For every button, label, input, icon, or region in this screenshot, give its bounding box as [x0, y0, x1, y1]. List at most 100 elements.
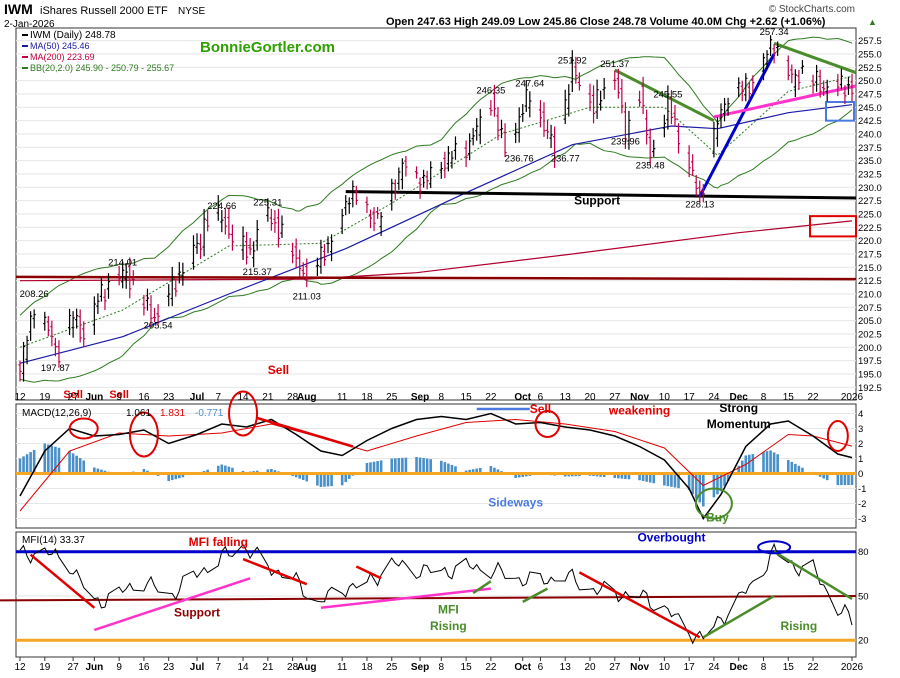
price-tick-label: 217.5 — [858, 250, 882, 261]
macd-histogram-bar — [373, 462, 376, 474]
price-tick-label: 227.5 — [858, 196, 882, 207]
price-annotation: Sell — [268, 363, 289, 377]
macd-histogram-bar — [68, 451, 71, 474]
macd-histogram-bar — [748, 455, 751, 474]
mfi-annotation: MFI — [438, 603, 459, 617]
price-x-tick-label: 19 — [39, 392, 51, 403]
macd-histogram-bar — [341, 474, 344, 486]
price-annotation: 205.54 — [144, 321, 173, 332]
price-annotation: 246.35 — [476, 85, 505, 96]
macd-histogram-bar — [22, 456, 25, 473]
mfi-annotation: Rising — [430, 619, 467, 633]
macd-histogram-bar — [58, 448, 61, 474]
macd-histogram-bar — [762, 452, 765, 474]
macd-histogram-bar — [787, 460, 790, 474]
macd-histogram-bar — [51, 446, 54, 474]
macd-histogram-bar — [426, 459, 429, 474]
price-x-tick-label: Oct — [514, 392, 531, 403]
price-tick-label: 240.0 — [858, 130, 882, 141]
price-annotation: 211.03 — [293, 291, 321, 302]
price-x-tick-label: Aug — [297, 392, 316, 403]
x-tick-label: Aug — [297, 662, 316, 673]
macd-tick-label: -1 — [858, 484, 866, 495]
macd-annotation: Sideways — [488, 496, 543, 510]
price-annotation: 247.64 — [515, 79, 544, 90]
x-tick-label: Sep — [411, 662, 429, 673]
x-tick-label: 12 — [14, 662, 26, 673]
x-tick-label: 13 — [560, 662, 572, 673]
x-tick-label: 22 — [807, 662, 819, 673]
macd-histogram-bar — [376, 461, 379, 473]
price-x-tick-label: Jul — [190, 392, 205, 403]
price-x-tick-label: 15 — [783, 392, 795, 403]
price-annotation: Support — [574, 193, 620, 207]
macd-tick-label: 2 — [858, 439, 863, 450]
macd-histogram-bar — [670, 474, 673, 487]
price-x-tick-label: 13 — [560, 392, 572, 403]
price-tick-label: 257.5 — [858, 36, 882, 47]
macd-histogram-bar — [791, 462, 794, 474]
watermark: BonnieGortler.com — [200, 39, 335, 56]
macd-histogram-bar — [776, 454, 779, 473]
mfi-annotation: MFI falling — [189, 535, 248, 549]
price-tick-label: 197.5 — [858, 356, 882, 367]
price-tick-label: 200.0 — [858, 343, 882, 354]
macd-histogram-value: -0.771 — [195, 408, 224, 419]
price-x-tick-label: 22 — [485, 392, 497, 403]
x-tick-label: 10 — [659, 662, 671, 673]
macd-signal-value: 1.831 — [160, 408, 185, 419]
macd-histogram-bar — [29, 452, 32, 473]
macd-histogram-bar — [369, 462, 372, 473]
macd-histogram-bar — [769, 451, 772, 474]
macd-histogram-bar — [674, 474, 677, 488]
x-tick-label: 15 — [783, 662, 795, 673]
price-annotation: 239.96 — [611, 137, 640, 148]
macd-histogram-bar — [72, 453, 75, 473]
macd-histogram-bar — [419, 458, 422, 474]
x-tick-label: Jul — [190, 662, 205, 673]
x-tick-label: 19 — [39, 662, 51, 673]
macd-histogram-bar — [401, 458, 404, 474]
price-y-axis: 192.5195.0197.5200.0202.5205.0207.5210.0… — [858, 36, 882, 394]
fund-name: iShares Russell 2000 ETF — [40, 5, 168, 17]
x-tick-label: 21 — [262, 662, 274, 673]
macd-histogram-bar — [390, 459, 393, 474]
x-tick-label: Dec — [730, 662, 749, 673]
x-tick-label: 20 — [584, 662, 596, 673]
price-tick-label: 237.5 — [858, 143, 882, 154]
x-tick-label: 14 — [237, 662, 249, 673]
mfi-title: MFI(14) 33.37 — [22, 535, 85, 546]
price-x-tick-label: 24 — [708, 392, 720, 403]
macd-histogram-bar — [752, 454, 755, 473]
price-annotation: 236.77 — [551, 154, 580, 165]
price-x-tick-label: 10 — [659, 392, 671, 403]
x-tick-label: 25 — [386, 662, 398, 673]
price-x-tick-label: 21 — [262, 392, 274, 403]
mfi-tick-label: 80 — [858, 547, 869, 558]
price-annotation: 215.37 — [243, 267, 272, 278]
macd-histogram-bar — [844, 474, 847, 486]
mfi-tick-label: 20 — [858, 636, 869, 647]
macd-histogram-bar — [429, 459, 432, 473]
price-x-tick-label: 8 — [761, 392, 767, 403]
x-tick-label: Jun — [85, 662, 103, 673]
macd-histogram-bar — [847, 474, 850, 486]
price-annotation: 208.26 — [20, 289, 49, 300]
price-x-tick-label: 18 — [361, 392, 373, 403]
price-x-tick-label: 23 — [163, 392, 175, 403]
macd-histogram-bar — [422, 458, 425, 473]
price-annotation: 236.76 — [505, 154, 534, 165]
price-tick-label: 210.0 — [858, 290, 882, 301]
price-tick-label: 220.0 — [858, 236, 882, 247]
macd-histogram-bar — [320, 474, 323, 488]
x-tick-label: 22 — [485, 662, 497, 673]
x-tick-label: 11 — [337, 662, 348, 673]
macd-histogram-bar — [837, 474, 840, 486]
price-x-tick-label: Nov — [630, 392, 649, 403]
macd-histogram-bar — [79, 458, 82, 473]
price-annotation: 225.31 — [253, 197, 282, 208]
up-arrow-icon: ▲ — [868, 17, 877, 27]
